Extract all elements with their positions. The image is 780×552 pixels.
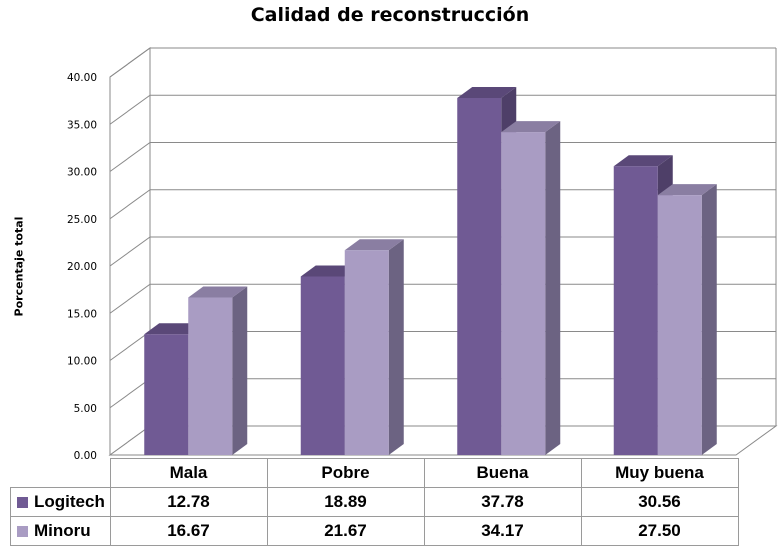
data-table: Mala Pobre Buena Muy buena Logitech 12.7… [10, 458, 739, 546]
y-tick-label: 25.00 [67, 214, 97, 226]
category-label-mala: Mala [109, 458, 268, 488]
data-label: 18.89 [266, 487, 425, 517]
gridline [109, 94, 776, 125]
bar-top [657, 184, 717, 196]
series-name-minoru: Minoru [34, 521, 91, 540]
bar-front [613, 166, 658, 455]
bar-front [144, 334, 189, 455]
bar-minoru-buena [501, 121, 561, 455]
chart-title: Calidad de reconstrucción [250, 4, 530, 26]
bar-front [300, 276, 345, 455]
y-tick-label: 5.00 [74, 403, 97, 415]
bar-top [344, 239, 404, 251]
series-legend-logitech: Logitech [10, 487, 111, 517]
gridline [109, 283, 776, 314]
y-tick-label: 10.00 [67, 356, 97, 368]
bar-top [457, 86, 517, 98]
legend-swatch-minoru [17, 526, 28, 537]
legend-swatch-logitech [17, 497, 28, 508]
category-header-row: Mala Pobre Buena Muy buena [10, 458, 739, 488]
bar-side [701, 184, 717, 455]
y-tick-label: 20.00 [67, 261, 97, 273]
bar-front [344, 250, 389, 455]
y-axis-ticks: 0.00 5.00 10.00 15.00 20.00 25.00 30.00 35.00 40… [67, 72, 97, 460]
y-tick-label: 15.00 [67, 308, 97, 320]
y-tick-label: 40.00 [67, 72, 97, 84]
bar-side [545, 121, 561, 455]
category-label-buena: Buena [423, 458, 582, 488]
bars [144, 86, 717, 455]
series-row-minoru: Minoru 16.67 21.67 34.17 27.50 [10, 516, 739, 546]
data-label: 30.56 [580, 487, 739, 517]
bar-top [613, 155, 673, 167]
y-tick-label: 35.00 [67, 119, 97, 131]
data-label: 34.17 [423, 516, 582, 546]
category-label-pobre: Pobre [266, 458, 425, 488]
bar-top [501, 121, 561, 133]
chart-walls [108, 47, 778, 456]
data-label: 16.67 [109, 516, 268, 546]
data-label: 27.50 [580, 516, 739, 546]
data-label: 12.78 [109, 487, 268, 517]
bar-side [388, 239, 404, 455]
gridline [109, 142, 776, 172]
bar-minoru-mala [188, 286, 248, 455]
bar-front [457, 97, 502, 455]
plot-area: 0.00 5.00 10.00 15.00 20.00 25.00 30.00 35.00 40… [67, 47, 778, 460]
gridline [109, 236, 776, 267]
series-row-logitech: Logitech 12.78 18.89 37.78 30.56 [10, 487, 739, 517]
data-label: 37.78 [423, 487, 582, 517]
series-legend-minoru: Minoru [10, 516, 111, 546]
bar-front [188, 297, 233, 455]
bar-front [657, 195, 702, 455]
y-tick-label: 30.00 [67, 167, 97, 179]
gridline [109, 189, 776, 220]
bar-minoru-pobre [344, 239, 404, 455]
bar-front [501, 132, 546, 455]
bar-minoru-muy-buena [657, 184, 717, 455]
table-corner [10, 458, 111, 488]
bar-side [232, 286, 248, 455]
bar-top [188, 286, 248, 298]
y-tick-label: 0.00 [74, 450, 97, 460]
series-name-logitech: Logitech [34, 492, 105, 511]
data-label: 21.67 [266, 516, 425, 546]
gridline [109, 47, 776, 78]
category-label-muy-buena: Muy buena [580, 458, 739, 488]
